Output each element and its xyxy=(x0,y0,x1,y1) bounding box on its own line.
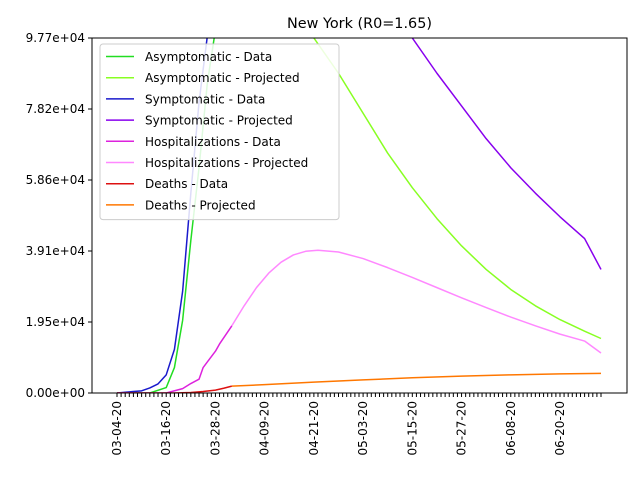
x-tick-label: 05-03-20 xyxy=(356,401,370,455)
x-tick-label: 05-27-20 xyxy=(455,401,469,455)
x-tick-label: 03-04-20 xyxy=(110,401,124,455)
axes-layer: 0.00e+00 1.95e+04 3.91e+04 5.86e+04 7.82e+04… xyxy=(26,31,628,455)
series-line-6 xyxy=(117,385,233,393)
x-tick-label: 03-16-20 xyxy=(159,401,173,455)
x-tick-label: 05-15-20 xyxy=(405,401,419,455)
x-tick-label: 04-09-20 xyxy=(258,401,272,455)
y-tick-label: 3.91e+04 xyxy=(26,244,85,258)
legend-label: Asymptomatic - Data xyxy=(145,50,272,64)
legend-label: Deaths - Projected xyxy=(145,198,256,212)
y-tick-label: 1.95e+04 xyxy=(26,315,85,329)
series-line-4 xyxy=(117,325,233,393)
legend: Asymptomatic - Data Asymptomatic - Projec… xyxy=(99,43,340,221)
legend-label: Symptomatic - Projected xyxy=(145,114,293,128)
chart-title: New York (R0=1.65) xyxy=(287,16,432,32)
legend-label: Hospitalizations - Projected xyxy=(145,156,308,170)
series-line-1 xyxy=(313,38,602,340)
y-tick-label: 9.77e+04 xyxy=(26,31,85,45)
x-tick-label: 04-21-20 xyxy=(307,401,321,455)
y-tick-label: 7.82e+04 xyxy=(26,102,85,116)
series-line-7 xyxy=(231,372,602,387)
legend-label: Hospitalizations - Data xyxy=(145,135,281,149)
legend-label: Deaths - Data xyxy=(145,177,228,191)
x-tick-label: 06-20-20 xyxy=(553,401,567,455)
legend-label: Asymptomatic - Projected xyxy=(145,71,300,85)
y-tick-label: 5.86e+04 xyxy=(26,173,85,187)
series-line-3 xyxy=(411,38,602,270)
y-tick-label: 0.00e+00 xyxy=(26,386,85,400)
series-line-5 xyxy=(231,249,602,354)
x-tick-label: 06-08-20 xyxy=(504,401,518,455)
legend-label: Symptomatic - Data xyxy=(145,92,265,106)
x-tick-label: 03-28-20 xyxy=(208,401,222,455)
legend-box xyxy=(99,43,340,221)
